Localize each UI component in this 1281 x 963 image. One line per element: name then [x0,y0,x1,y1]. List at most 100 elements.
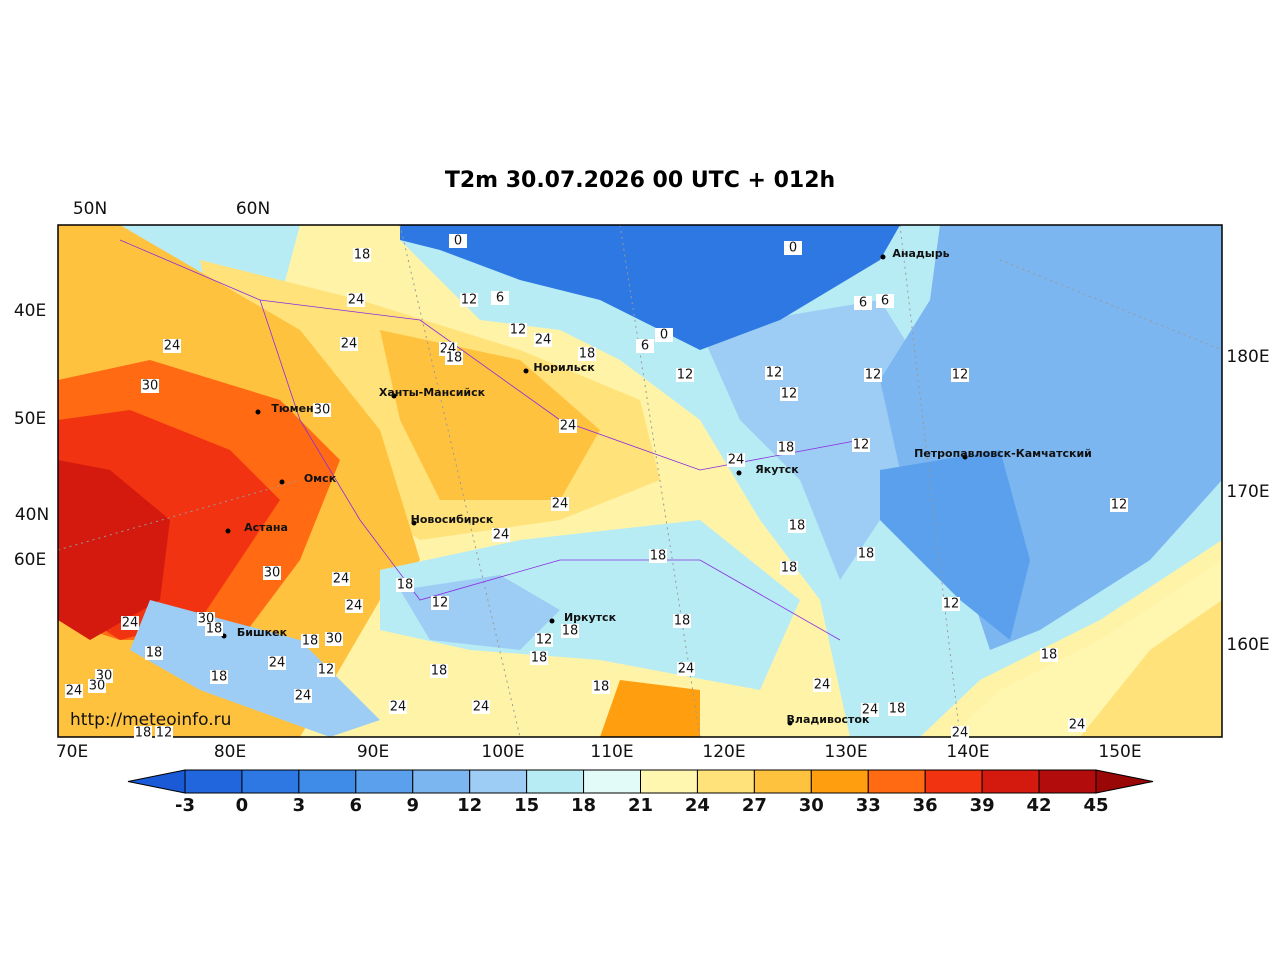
contour-label-bg [780,561,798,575]
contour-label-bg [141,379,159,393]
contour-label: 24 [66,684,83,699]
lon-label: 140E [946,742,989,762]
colorbar-box [298,769,357,794]
contour-label-bg [134,726,152,740]
contour-label-bg [449,234,467,248]
map [58,225,1222,737]
contour-label: 18 [446,351,463,366]
contour-label: 18 [1041,648,1058,663]
contour-label: 0 [454,234,462,249]
contour-label: 24 [348,293,365,308]
contour-label-bg [155,726,173,740]
colorbar-box [867,769,926,794]
colorbar-box [696,769,755,794]
contour-label-bg [301,634,319,648]
colorbar-box [753,769,812,794]
contour-label-bg [430,664,448,678]
contour-label-bg [636,339,654,353]
colorbar-tick-label: 27 [742,795,767,816]
contour-label-bg [777,441,795,455]
lat-label: 40N [15,505,49,525]
city-name: Бишкек [237,626,288,639]
contour-label-bg [210,670,228,684]
contour-label: 24 [493,528,510,543]
lat-label: 60N [236,199,270,219]
contour-label: 18 [778,441,795,456]
contour-label-bg [677,662,695,676]
city-name: Тюмень [271,402,320,415]
city-name: Ханты-Мансийск [379,386,486,399]
colorbar-box [924,769,983,794]
colorbar-box [184,769,243,794]
colorbar-box [412,769,471,794]
contour-label: 6 [496,291,504,306]
contour-label-bg [861,703,879,717]
city-dot [549,618,555,624]
contour-label-bg [676,368,694,382]
contour-label: 12 [853,438,870,453]
watermark: http://meteoinfo.ru [70,710,231,730]
contour-label: 24 [295,689,312,704]
city-dot [391,393,397,399]
contour-label: 18 [562,624,579,639]
colorbar-tick-label: 0 [236,795,249,816]
lon-label: 130E [824,742,867,762]
lat-label: 60E [14,550,46,570]
contour-label: 18 [354,248,371,263]
colorbar-box [583,769,641,794]
contour-label-bg [592,680,610,694]
contour-label: 18 [593,680,610,695]
contour-label: 30 [264,566,281,581]
contour-label: 6 [859,296,867,311]
contour-label: 24 [535,333,552,348]
contour-label: 24 [552,497,569,512]
colorbar-box [526,769,585,794]
contour-label-bg [460,293,478,307]
contour-label: 0 [660,328,668,343]
contour-label: 30 [89,679,106,694]
city-dot [787,720,793,726]
lat-label: 50N [73,199,107,219]
contour-label-bg [492,528,510,542]
contour-label-bg [888,702,906,716]
city-name: Владивосток [787,713,870,726]
contour-label-bg [340,337,358,351]
map-frame [57,224,1223,738]
city-dot [279,479,285,485]
contour-label: 6 [641,339,649,354]
contour-label: 12 [943,597,960,612]
colorbar-box [355,769,414,794]
contour-label-bg [163,339,181,353]
contour-label: 12 [952,368,969,383]
city-name: Петропавловск-Камчатский [914,447,1092,460]
contour-label-bg [88,679,106,693]
city-name: Якутск [755,463,799,476]
contour-label: 18 [146,646,163,661]
contour-label: 12 [536,633,553,648]
contour-label: 18 [579,347,596,362]
colorbar-tick-label: 15 [514,795,539,816]
contour-label: 18 [135,726,152,741]
lat-label: 50E [14,409,46,429]
contour-label-bg [649,549,667,563]
contour-label: 12 [318,663,335,678]
contour-label-bg [347,293,365,307]
contour-label: 12 [865,368,882,383]
contour-label: 12 [1111,498,1128,513]
contour-label-bg [578,347,596,361]
contour-label: 24 [164,339,181,354]
lon-label: 70E [56,742,88,762]
contour-label: 6 [881,294,889,309]
contour-label-bg [65,684,83,698]
contour-label-bg [864,368,882,382]
contour-label-bg [1068,718,1086,732]
colorbar-box [810,769,869,794]
lon-label: 100E [481,742,524,762]
lon-label: 80E [214,742,246,762]
contour-label-bg [530,651,548,665]
colorbar-tick-label: 3 [293,795,306,816]
contour-label: 12 [677,368,694,383]
contour-label: 18 [650,549,667,564]
contour-label: 24 [1069,718,1086,733]
